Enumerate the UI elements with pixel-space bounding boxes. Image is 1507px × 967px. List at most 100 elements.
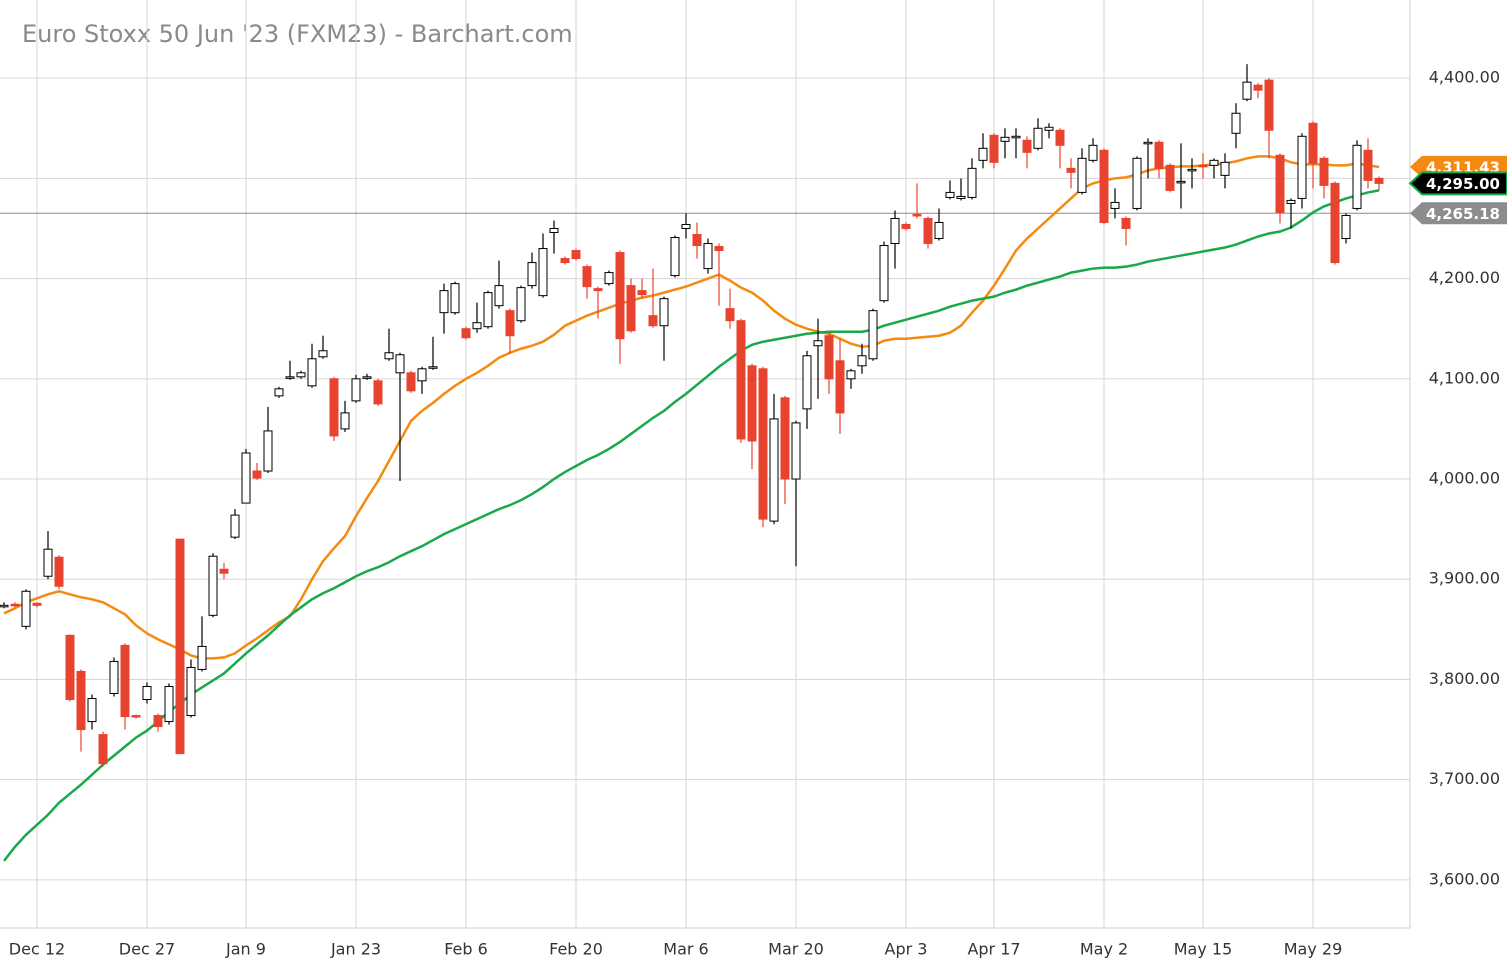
candle-body	[714, 246, 724, 252]
candle-body	[1308, 122, 1318, 164]
y-tick-label: 3,600.00	[1429, 869, 1500, 888]
candle-body	[120, 644, 130, 718]
candle-body	[21, 590, 31, 627]
candle-body	[813, 340, 823, 347]
candle-body	[296, 372, 306, 378]
candle-body	[153, 715, 163, 728]
candle-body	[230, 514, 240, 538]
candle-body	[571, 250, 581, 260]
candle-body	[1330, 182, 1340, 264]
candle-body	[527, 262, 537, 287]
candle-body	[208, 555, 218, 616]
candle-body	[1022, 139, 1032, 153]
candle-body	[1011, 135, 1021, 139]
candle-body	[989, 134, 999, 163]
x-tick-label: Dec 27	[119, 940, 175, 959]
candle-body	[615, 252, 625, 340]
x-tick-label: May 29	[1284, 940, 1343, 959]
candle-body	[747, 365, 757, 442]
x-tick-label: Mar 6	[663, 940, 708, 959]
candle-body	[604, 272, 614, 285]
candle-body	[428, 366, 438, 369]
candle-body	[472, 322, 482, 330]
candle-body	[1253, 84, 1263, 91]
candle-body	[164, 685, 174, 723]
candle-body	[494, 285, 504, 307]
candle-body	[362, 376, 372, 379]
candle-body	[1187, 168, 1197, 172]
candle-body	[1000, 136, 1010, 142]
candle-body	[417, 368, 427, 382]
grid	[0, 0, 1410, 928]
candle-body	[175, 538, 185, 755]
candle-body	[1154, 141, 1164, 169]
candle-body	[32, 602, 42, 606]
y-tick-label: 4,200.00	[1429, 268, 1500, 287]
candle-body	[835, 360, 845, 414]
candle-body	[967, 167, 977, 198]
x-tick-label: May 15	[1174, 940, 1233, 959]
candle-body	[285, 376, 295, 379]
candle-body	[1165, 164, 1175, 191]
candle-body	[1374, 177, 1384, 184]
candle-body	[1363, 149, 1373, 181]
candle-body	[450, 283, 460, 314]
candle-body	[1176, 180, 1186, 184]
y-tick-label: 4,400.00	[1429, 68, 1500, 87]
candle-body	[846, 370, 856, 380]
x-tick-label: May 2	[1080, 940, 1128, 959]
candle-body	[1242, 81, 1252, 100]
candle-body	[868, 310, 878, 360]
x-tick-label: Feb 6	[444, 940, 488, 959]
chart-title: Euro Stoxx 50 Jun '23 (FXM23) - Barchart…	[22, 20, 573, 48]
candle-body	[1286, 199, 1296, 204]
candle-body	[1220, 161, 1230, 176]
x-tick-label: Mar 20	[768, 940, 824, 959]
candle-body	[406, 372, 416, 392]
y-tick-label: 3,900.00	[1429, 569, 1500, 588]
candle-body	[637, 290, 647, 296]
candle-body	[923, 217, 933, 245]
candle-body	[1319, 157, 1329, 186]
candle-body	[1264, 79, 1274, 131]
candle-body	[791, 422, 801, 480]
candle-body	[197, 645, 207, 670]
candle-body	[912, 213, 922, 217]
candle-body	[351, 378, 361, 402]
candle-body	[1044, 126, 1054, 131]
candle-body	[263, 430, 273, 472]
candle-body	[934, 221, 944, 240]
candle-body	[648, 315, 658, 327]
candle-body	[1066, 167, 1076, 173]
candle-body	[769, 418, 779, 522]
price-tag-label: 4,265.18	[1426, 205, 1500, 223]
candle-body	[1055, 129, 1065, 146]
candle-body	[1275, 154, 1285, 213]
candle-body	[274, 388, 284, 397]
candle-body	[219, 568, 229, 574]
candle-body	[76, 670, 86, 731]
candle-body	[593, 288, 603, 292]
candle-body	[758, 368, 768, 520]
candle-body	[1209, 159, 1219, 166]
candle-body	[1077, 157, 1087, 193]
candle-body	[483, 292, 493, 328]
candle-body	[824, 335, 834, 380]
x-tick-label: Feb 20	[549, 940, 603, 959]
candle-body	[956, 195, 966, 199]
price-tag-shape	[1410, 202, 1507, 225]
y-tick-label: 3,700.00	[1429, 769, 1500, 788]
candle-body	[1143, 141, 1153, 145]
moving-average-line	[3, 189, 1380, 862]
candle-body	[560, 258, 570, 264]
candle-body	[626, 285, 636, 332]
price-tag: 4,295.00	[1408, 171, 1507, 196]
x-tick-label: Jan 9	[225, 940, 266, 959]
x-tick-label: Jan 23	[330, 940, 381, 959]
candle-body	[549, 227, 559, 234]
candle-body	[703, 243, 713, 270]
candle-body	[736, 320, 746, 440]
candle-body	[1088, 144, 1098, 161]
